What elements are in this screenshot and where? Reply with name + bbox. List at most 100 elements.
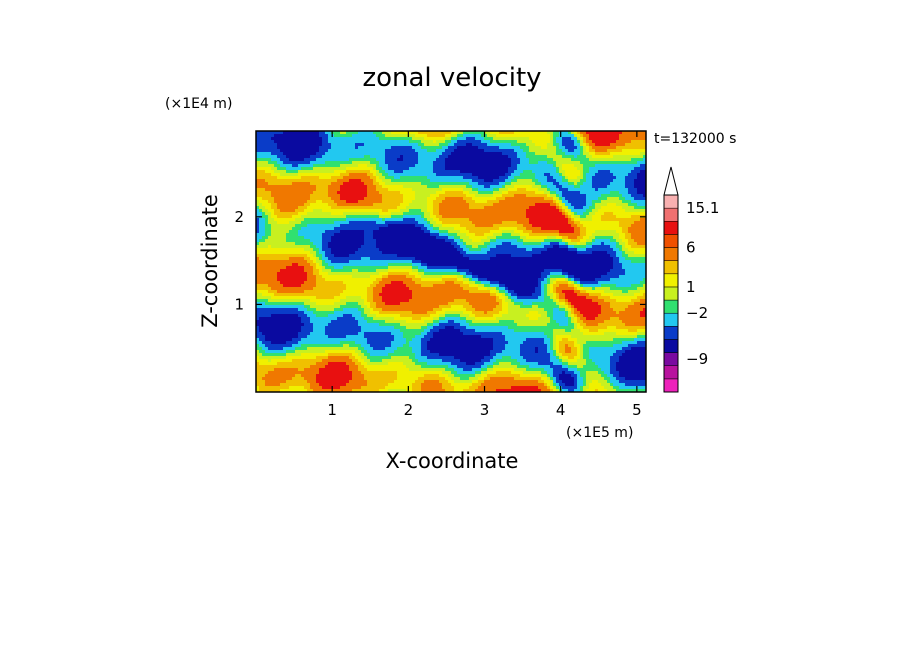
field-cell [607,134,611,138]
field-cell [418,215,422,219]
field-cell [415,149,419,153]
field-cell [313,182,317,186]
field-cell [556,149,560,153]
field-cell [556,185,560,189]
field-cell [484,167,488,171]
field-cell [394,134,398,138]
field-cell [325,233,329,237]
field-cell [448,182,452,186]
field-cell [373,131,377,135]
field-cell [376,221,380,225]
field-cell [577,209,581,213]
field-cell [619,233,623,237]
field-cell [331,137,335,141]
field-cell [580,176,584,180]
field-cell [355,158,359,162]
field-cell [610,236,614,240]
field-cell [313,131,317,135]
field-cell [277,182,281,186]
field-cell [595,155,599,159]
field-cell [382,140,386,144]
field-cell [256,194,260,198]
field-cell [517,140,521,144]
field-cell [535,215,539,219]
field-cell [391,212,395,216]
field-cell [430,191,434,195]
field-cell [523,170,527,174]
field-cell [451,182,455,186]
field-cell [595,224,599,228]
field-cell [295,194,299,198]
field-cell [643,221,646,225]
field-cell [316,140,320,144]
field-cell [424,143,428,147]
field-cell [388,242,392,246]
field-cell [598,179,602,183]
field-cell [604,236,608,240]
field-cell [577,215,581,219]
field-cell [415,176,419,180]
field-cell [580,188,584,192]
field-cell [310,170,314,174]
field-cell [442,143,446,147]
field-cell [292,134,296,138]
field-cell [529,134,533,138]
field-cell [565,146,569,150]
field-cell [631,185,635,189]
field-cell [463,233,467,237]
field-cell [577,203,581,207]
field-cell [301,137,305,141]
field-cell [304,233,308,237]
field-cell [517,170,521,174]
field-cell [613,131,617,135]
field-cell [625,149,629,153]
field-cell [352,164,356,168]
field-cell [532,221,536,225]
field-cell [397,170,401,174]
field-cell [427,161,431,165]
field-cell [478,242,482,246]
field-cell [361,212,365,216]
field-cell [316,158,320,162]
field-cell [418,233,422,237]
field-cell [283,188,287,192]
field-cell [370,131,374,135]
field-cell [415,239,419,243]
field-cell [613,143,617,147]
field-cell [580,194,584,198]
field-cell [625,203,629,207]
field-cell [424,218,428,222]
field-cell [628,236,632,240]
field-cell [499,179,503,183]
field-cell [529,137,533,141]
field-cell [514,233,518,237]
field-cell [331,206,335,210]
field-cell [589,134,593,138]
field-cell [316,143,320,147]
field-cell [607,173,611,177]
field-cell [502,197,506,201]
field-cell [256,203,260,207]
field-cell [616,224,620,228]
field-cell [529,173,533,177]
field-cell [334,161,338,165]
field-cell [286,197,290,201]
field-cell [475,236,479,240]
field-cell [466,209,470,213]
field-cell [307,152,311,156]
field-cell [358,236,362,240]
field-cell [286,185,290,189]
field-cell [484,188,488,192]
field-cell [478,170,482,174]
field-cell [532,230,536,234]
field-cell [292,242,296,246]
field-cell [349,176,353,180]
field-cell [523,200,527,204]
field-cell [472,158,476,162]
field-cell [262,203,266,207]
field-cell [505,218,509,222]
field-cell [292,149,296,153]
field-cell [535,218,539,222]
field-cell [535,134,539,138]
field-cell [322,206,326,210]
